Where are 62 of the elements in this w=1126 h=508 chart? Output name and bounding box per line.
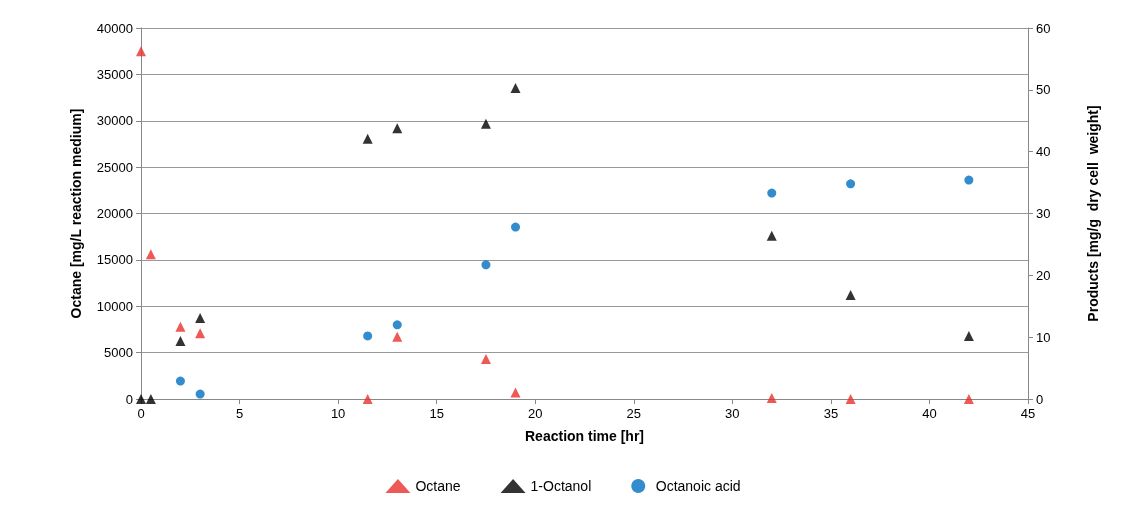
x-tick-label: 10 bbox=[330, 406, 346, 421]
y-tick-label: 25000 bbox=[96, 159, 133, 175]
x-tick-label: 25 bbox=[626, 406, 642, 421]
point bbox=[392, 123, 403, 134]
y2-tick-label: 50 bbox=[1036, 82, 1051, 98]
point bbox=[964, 175, 974, 185]
legend-label: Octanoic acid bbox=[655, 478, 741, 494]
point bbox=[175, 335, 186, 346]
point bbox=[145, 394, 156, 404]
point bbox=[362, 394, 373, 404]
point bbox=[845, 290, 856, 301]
y2-axis-title: Products [mg/g dry cell weight] bbox=[1085, 105, 1101, 322]
y-tick-label: 30000 bbox=[96, 113, 133, 129]
x-tick-label: 40 bbox=[922, 406, 937, 421]
point bbox=[511, 222, 521, 232]
y-tick-label: 20000 bbox=[96, 206, 133, 221]
x-axis-title: Reaction time [hr] bbox=[524, 428, 645, 444]
y2-tick-label: 30 bbox=[1036, 206, 1051, 221]
point bbox=[963, 394, 974, 404]
point bbox=[363, 331, 373, 341]
point bbox=[845, 394, 856, 404]
point bbox=[510, 82, 521, 93]
x-tick-label: 5 bbox=[235, 406, 244, 421]
point bbox=[145, 249, 156, 260]
point bbox=[175, 376, 185, 386]
x-tick-label: 45 bbox=[1020, 406, 1036, 421]
point bbox=[195, 328, 206, 339]
point bbox=[480, 118, 491, 129]
point bbox=[846, 179, 856, 189]
y-tick-label: 40000 bbox=[96, 20, 133, 36]
legend-label: Octane bbox=[415, 478, 461, 494]
x-tick-label: 35 bbox=[823, 406, 839, 421]
point bbox=[480, 354, 491, 365]
y2-tick-label: 10 bbox=[1036, 329, 1051, 345]
point bbox=[767, 188, 777, 198]
legend-label: 1-Octanol bbox=[530, 478, 592, 494]
x-tick-label: 15 bbox=[429, 406, 444, 421]
point bbox=[195, 389, 205, 399]
y2-tick-label: 20 bbox=[1036, 267, 1051, 283]
y-tick-label: 15000 bbox=[96, 252, 133, 268]
y2-tick-label: 0 bbox=[1036, 391, 1044, 407]
point bbox=[136, 46, 146, 57]
point bbox=[195, 313, 206, 323]
x-tick-label: 30 bbox=[725, 406, 740, 421]
x-tick-label: 0 bbox=[137, 406, 145, 421]
point bbox=[481, 260, 491, 270]
y2-tick-label: 40 bbox=[1036, 144, 1051, 160]
y2-tick-label: 60 bbox=[1036, 20, 1051, 36]
y-tick-label: 10000 bbox=[96, 298, 133, 314]
y-tick-label: 0 bbox=[125, 391, 133, 407]
point bbox=[963, 330, 974, 341]
y-tick-label: 35000 bbox=[96, 66, 133, 82]
point bbox=[392, 320, 402, 330]
point bbox=[766, 393, 777, 404]
y-tick-label: 5000 bbox=[104, 345, 133, 361]
point bbox=[362, 133, 373, 144]
y-axis-title: Octane [mg/L reaction medium] bbox=[68, 108, 84, 319]
point bbox=[766, 230, 777, 241]
x-tick-label: 20 bbox=[527, 406, 543, 421]
point bbox=[392, 331, 403, 342]
point bbox=[510, 387, 521, 398]
point bbox=[175, 321, 186, 332]
